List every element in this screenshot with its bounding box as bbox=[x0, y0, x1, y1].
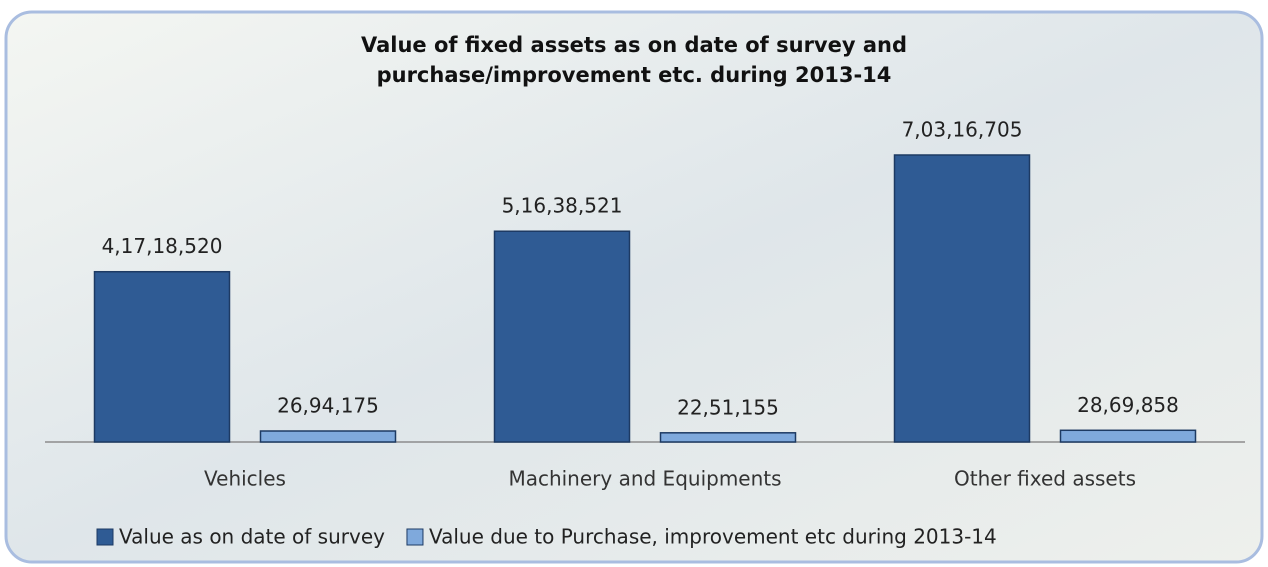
bar bbox=[893, 154, 1031, 443]
x-tick-label: Other fixed assets bbox=[954, 467, 1136, 491]
value-label: 7,03,16,705 bbox=[902, 118, 1023, 142]
title-box: Value of fixed assets as on date of surv… bbox=[360, 33, 908, 87]
legend-swatch bbox=[406, 528, 424, 546]
bar bbox=[659, 432, 797, 443]
x-tick-label: Vehicles bbox=[204, 467, 286, 491]
bar bbox=[93, 270, 231, 443]
value-label: 5,16,38,521 bbox=[502, 194, 623, 218]
bar bbox=[1059, 429, 1197, 443]
x-tick-label: Machinery and Equipments bbox=[508, 467, 781, 491]
value-label: 4,17,18,520 bbox=[102, 234, 223, 258]
chart-title: Value of fixed assets as on date of surv… bbox=[360, 33, 908, 87]
legend-label: Value as on date of survey bbox=[119, 525, 385, 549]
value-label: 28,69,858 bbox=[1077, 393, 1179, 417]
value-label: 22,51,155 bbox=[677, 395, 779, 419]
bar bbox=[493, 230, 631, 443]
bar bbox=[259, 430, 397, 443]
legend-label: Value due to Purchase, improvement etc d… bbox=[429, 525, 997, 549]
legend-swatch bbox=[96, 528, 114, 546]
value-label: 26,94,175 bbox=[277, 394, 379, 418]
